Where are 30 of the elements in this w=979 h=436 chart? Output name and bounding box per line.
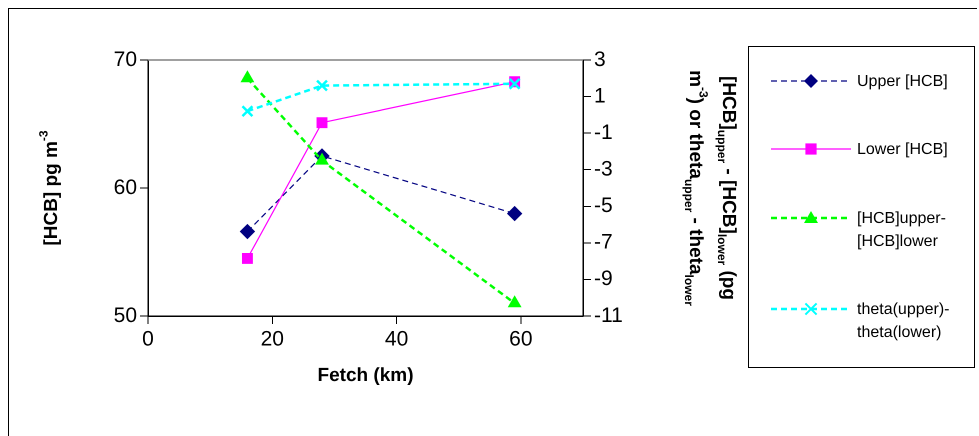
point [241,105,254,118]
x-tick-label: 60 [509,327,533,350]
legend-label: Lower [HCB] [857,140,949,160]
point [507,206,522,222]
x-tick-label: 20 [260,327,284,350]
point [508,296,522,308]
x-axis-title: Fetch (km) [317,365,414,386]
y-tick-label: 60 [114,176,137,199]
point [316,79,328,92]
y2-tick-label: -11 [594,304,623,327]
x-tick-label: 40 [384,327,408,350]
y2-tick-label: -5 [594,194,613,218]
y2-tick-label: -7 [594,230,613,254]
y-tick-label: 50 [114,304,137,327]
y2-tick-label: 3 [594,48,606,71]
legend-label: theta(upper)-theta(lower) [857,300,950,344]
x-tick-label: 0 [142,327,154,350]
y2-tick-label: 1 [594,84,606,108]
y2-tick-label: -9 [594,267,613,290]
point [316,117,328,128]
legend-label: Upper [HCB] [857,72,949,92]
y-axis-title: [HCB] pg m-3 [36,130,62,246]
point [242,252,253,264]
point [508,78,521,90]
y-tick-label: 70 [114,48,137,71]
y2-tick-label: -1 [594,120,613,144]
point [315,153,329,165]
point [240,224,255,240]
y2-tick-label: -3 [594,158,613,181]
legend-label: [HCB]upper-[HCB]lower [857,208,947,252]
